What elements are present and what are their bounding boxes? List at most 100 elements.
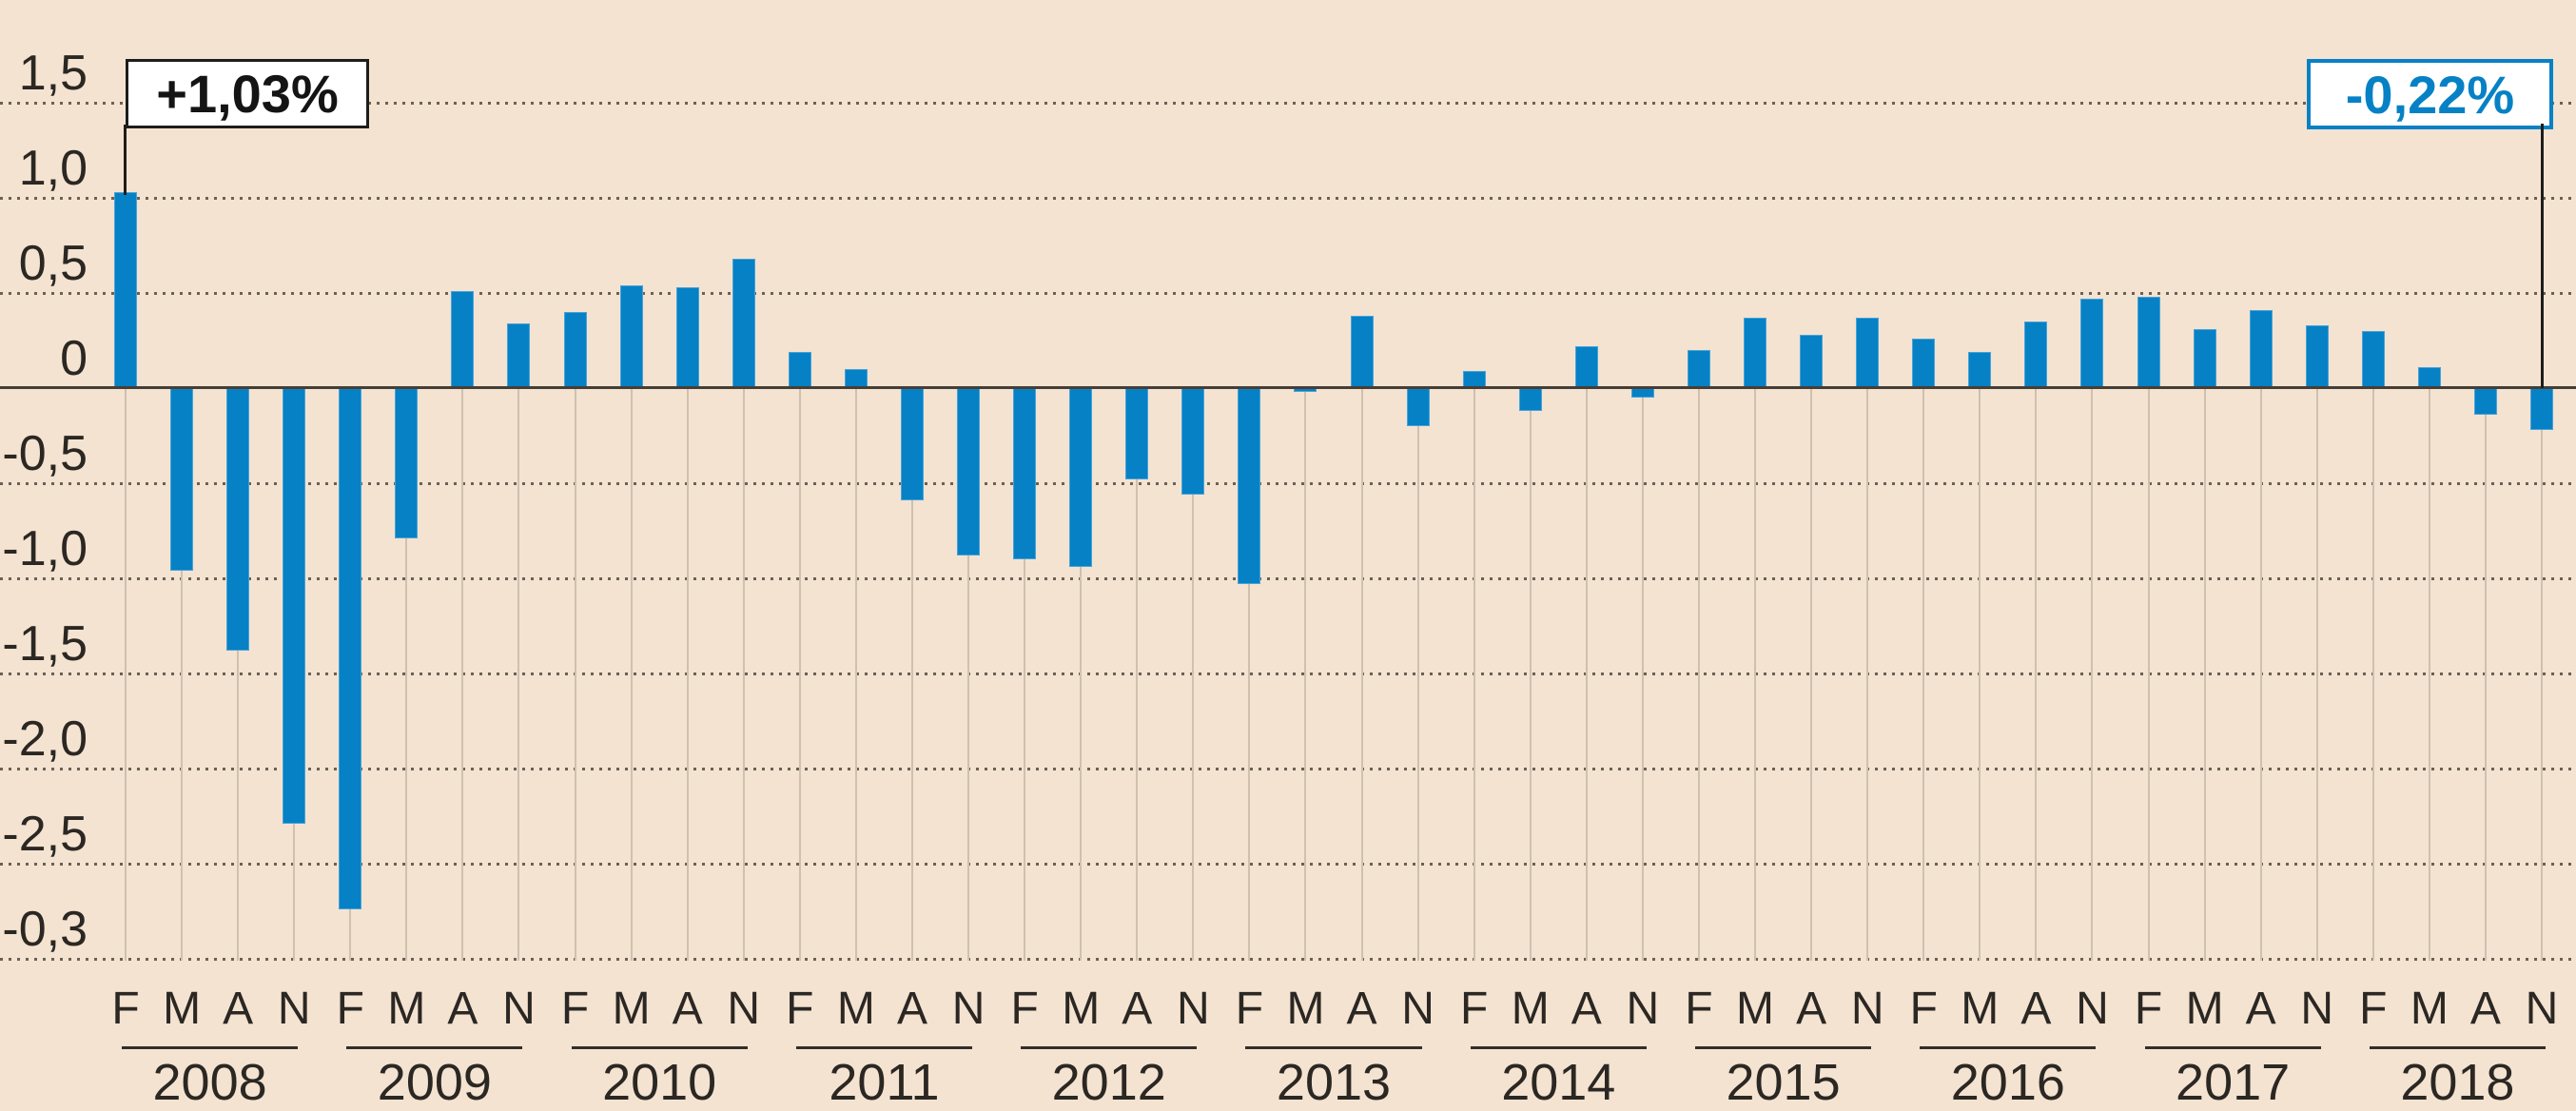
month-tick-label: M xyxy=(2185,984,2224,1034)
y-gridline xyxy=(0,863,2576,866)
month-guide-line xyxy=(125,389,127,961)
bar xyxy=(2417,367,2441,388)
bar xyxy=(1518,388,1542,411)
year-group-rule xyxy=(2369,1046,2546,1049)
month-tick-label: N xyxy=(2076,984,2109,1034)
bar xyxy=(1125,388,1149,479)
year-label: 2017 xyxy=(2176,1054,2291,1111)
y-gridline xyxy=(0,577,2576,580)
month-guide-line xyxy=(910,389,913,961)
month-guide-line xyxy=(1641,389,1644,961)
bar xyxy=(957,388,981,556)
y-axis-tick-label: -0,3 xyxy=(2,902,88,957)
bar xyxy=(844,369,868,388)
bar xyxy=(114,192,137,388)
month-tick-label: N xyxy=(1626,984,1660,1034)
y-axis-tick-label: 1,5 xyxy=(18,46,88,101)
month-guide-line xyxy=(2315,389,2318,961)
year-group-rule xyxy=(1021,1046,1198,1049)
bar xyxy=(732,259,755,388)
month-tick-label: N xyxy=(2300,984,2334,1034)
bar xyxy=(170,388,194,571)
bar xyxy=(1013,388,1037,559)
month-guide-line xyxy=(854,389,857,961)
month-guide-line xyxy=(1192,389,1195,961)
month-tick-label: F xyxy=(1010,984,1039,1034)
year-label: 2008 xyxy=(152,1054,267,1111)
month-tick-label: M xyxy=(1736,984,1774,1034)
year-label: 2013 xyxy=(1276,1054,1392,1111)
bar xyxy=(619,285,643,388)
bar xyxy=(339,388,362,909)
year-label: 2014 xyxy=(1501,1054,1616,1111)
month-guide-line xyxy=(2428,389,2430,961)
y-axis-tick-label: -1,5 xyxy=(2,616,88,672)
month-tick-label: N xyxy=(277,984,311,1034)
month-guide-line xyxy=(1024,389,1026,961)
month-tick-label: M xyxy=(2410,984,2449,1034)
bar xyxy=(563,312,587,388)
month-tick-label: F xyxy=(2359,984,2388,1034)
y-gridline xyxy=(0,672,2576,675)
year-group-rule xyxy=(1920,1046,2097,1049)
month-guide-line xyxy=(2484,389,2487,961)
month-guide-line xyxy=(2259,389,2262,961)
bar xyxy=(226,388,250,651)
year-group-rule xyxy=(571,1046,748,1049)
x-axis-zero-line xyxy=(0,386,2576,389)
bar xyxy=(1181,388,1205,495)
month-guide-line xyxy=(2035,389,2038,961)
month-tick-label: M xyxy=(1062,984,1101,1034)
bar xyxy=(1294,388,1317,392)
bar xyxy=(900,388,924,500)
month-guide-line xyxy=(1416,389,1419,961)
month-tick-label: F xyxy=(111,984,140,1034)
bar xyxy=(1350,316,1374,388)
month-guide-line xyxy=(1473,389,1475,961)
month-tick-label: F xyxy=(2134,984,2163,1034)
month-tick-label: N xyxy=(727,984,761,1034)
bar xyxy=(1574,346,1598,388)
y-gridline xyxy=(0,768,2576,770)
month-guide-line xyxy=(967,389,970,961)
bar xyxy=(1630,388,1654,398)
bar xyxy=(1687,350,1710,388)
y-gridline xyxy=(0,958,2576,961)
bar xyxy=(1238,388,1261,584)
month-tick-label: N xyxy=(2525,984,2559,1034)
month-tick-label: A xyxy=(447,984,478,1034)
bar xyxy=(675,287,699,388)
month-tick-label: N xyxy=(1850,984,1884,1034)
month-tick-label: F xyxy=(1685,984,1713,1034)
month-tick-label: A xyxy=(2020,984,2052,1034)
last-value-label: -0,22% xyxy=(2345,64,2515,125)
month-tick-label: A xyxy=(1571,984,1602,1034)
month-tick-label: N xyxy=(1176,984,1210,1034)
month-tick-label: M xyxy=(612,984,651,1034)
month-guide-line xyxy=(1922,389,1925,961)
bar xyxy=(1800,335,1824,388)
year-group-rule xyxy=(1470,1046,1647,1049)
month-tick-label: F xyxy=(560,984,590,1034)
month-guide-line xyxy=(798,389,801,961)
year-group-rule xyxy=(122,1046,299,1049)
bar xyxy=(451,291,475,388)
month-tick-label: M xyxy=(163,984,202,1034)
bar xyxy=(507,323,531,388)
month-guide-line xyxy=(405,389,408,961)
month-guide-line xyxy=(2147,389,2150,961)
bar xyxy=(788,352,811,388)
month-guide-line xyxy=(2091,389,2094,961)
y-gridline xyxy=(0,197,2576,200)
year-label: 2009 xyxy=(377,1054,492,1111)
first-value-callout: +1,03% xyxy=(126,59,369,128)
month-tick-label: A xyxy=(2469,984,2501,1034)
month-tick-label: F xyxy=(1909,984,1938,1034)
bar xyxy=(2361,331,2385,388)
bar xyxy=(1912,339,1936,388)
month-guide-line xyxy=(686,389,689,961)
month-guide-line xyxy=(1754,389,1757,961)
month-tick-label: A xyxy=(1796,984,1827,1034)
month-guide-line xyxy=(1866,389,1869,961)
